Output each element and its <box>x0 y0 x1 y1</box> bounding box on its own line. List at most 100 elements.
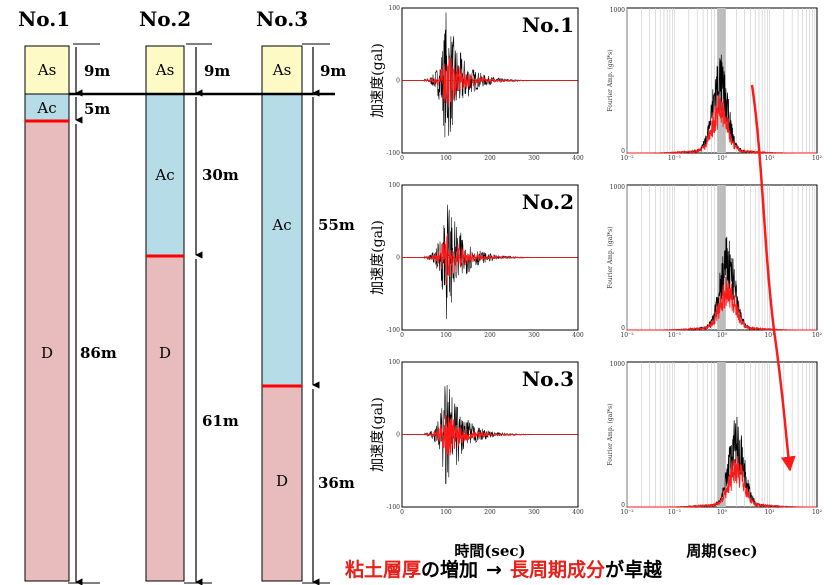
time-xtick-3-1: 100 <box>440 509 452 516</box>
spectrum-ylabel-2: Fourier Amp. (gal*s) <box>607 226 614 288</box>
layer-label-d-no3: D <box>276 472 288 490</box>
acceleration-trace-red-3 <box>402 413 578 456</box>
spectrum-xtick-1-1: 10⁻¹ <box>668 155 681 162</box>
time-xtick-1-0: 0 <box>400 155 404 162</box>
caption-long-period: 長周期成分 <box>510 558 605 581</box>
layer-ac-no3 <box>261 93 303 387</box>
spectrum-xtick-1-0: 10⁻² <box>620 155 634 162</box>
spectrum-trace-red-2 <box>627 276 817 332</box>
time-xtick-1-4: 400 <box>572 155 584 162</box>
time-xtick-2-0: 0 <box>400 332 404 339</box>
time-ylabel-2: 加速度(gal) <box>370 220 386 295</box>
spectrum-ytick-zero-1: 0 <box>621 148 625 155</box>
spectrum-ylabel-3: Fourier Amp. (gal*s) <box>607 403 614 465</box>
spectrum-xtick-2-0: 10⁻² <box>620 332 634 339</box>
plot-number-3: No.3 <box>522 367 574 391</box>
time-xtick-2-1: 100 <box>440 332 452 339</box>
time-ylabel-3: 加速度(gal) <box>370 397 386 472</box>
time-xtick-2-3: 300 <box>528 332 540 339</box>
plot-number-2: No.2 <box>522 190 574 214</box>
layer-d-no3 <box>261 385 303 582</box>
dimension-label-as-no2: 9m <box>204 62 230 80</box>
caption-dominant: が卓越 <box>605 558 663 581</box>
column-title-no1: No.1 <box>18 7 70 31</box>
spectrum-xtick-3-2: 10⁰ <box>717 509 728 516</box>
spectrum-xtick-1-4: 10² <box>812 155 823 162</box>
dimension-label-ac-no3: 55m <box>318 216 355 234</box>
acceleration-trace-red-1 <box>402 57 578 108</box>
time-ytick-1-1: 0 <box>396 78 400 85</box>
soil-column-no1: As Ac D 9m 5m 86m <box>24 43 117 585</box>
spectrum-ytick-top-3: 1000 <box>610 361 625 368</box>
spectrum-xtick-3-0: 10⁻² <box>620 509 634 516</box>
spectrum-xtick-3-1: 10⁻¹ <box>668 509 681 516</box>
spectrum-xtick-2-2: 10⁰ <box>717 332 728 339</box>
acceleration-trace-red-2 <box>402 233 578 286</box>
layer-label-as-no3: As <box>272 61 292 79</box>
time-xtick-2-2: 200 <box>484 332 496 339</box>
plot-row-2: 0 100 200 300 400 1000 -100 加速度(gal) No.2 10⁻² 10⁻… <box>370 182 823 339</box>
layer-label-as-no1: As <box>37 61 57 79</box>
spectrum-ytick-top-2: 1000 <box>610 184 625 191</box>
time-xtick-3-2: 200 <box>484 509 496 516</box>
dimension-label-ac-no1: 5m <box>84 100 110 118</box>
spectrum-xlabel: 周期(sec) <box>686 542 757 560</box>
time-xtick-2-4: 400 <box>572 332 584 339</box>
dimension-label-d-no2: 61m <box>202 412 239 430</box>
time-xtick-1-3: 300 <box>528 155 540 162</box>
dimension-label-as-no1: 9m <box>84 62 110 80</box>
spectrum-band-3 <box>717 362 726 507</box>
caption-increase: の増加 <box>421 558 478 581</box>
layer-label-ac-no1: Ac <box>36 99 56 117</box>
time-xtick-3-4: 400 <box>572 509 584 516</box>
conclusion-caption: 粘土層厚の増加 → 長周期成分が卓越 <box>345 558 663 581</box>
time-xtick-1-1: 100 <box>440 155 452 162</box>
layer-label-d-no1: D <box>41 344 53 362</box>
spectrum-ytick-zero-2: 0 <box>621 325 625 332</box>
spectrum-band-2 <box>717 185 726 330</box>
spectrum-xtick-1-3: 10¹ <box>764 155 774 162</box>
dimension-label-as-no3: 9m <box>320 62 346 80</box>
spectrum-trace-red-1 <box>627 94 817 155</box>
caption-clay-thickness: 粘土層厚 <box>345 559 421 581</box>
time-xlabel: 時間(sec) <box>454 542 525 560</box>
time-ytick-2-2: -100 <box>387 327 401 334</box>
layer-label-ac-no2: Ac <box>154 166 174 184</box>
layer-ac-no2 <box>145 93 185 257</box>
column-title-no2: No.2 <box>139 7 191 31</box>
dimension-label-ac-no2: 30m <box>202 166 239 184</box>
spectrum-xtick-2-3: 10¹ <box>764 332 774 339</box>
plot-number-1: No.1 <box>522 13 574 37</box>
spectrum-xtick-1-2: 10⁰ <box>717 155 728 162</box>
soil-column-no2: As Ac D 9m 30m 61m <box>145 43 239 585</box>
plot-row-1: 0 100 200 300 400 1000 -100 加速度(gal) No.1 10⁻² 10⁻… <box>370 5 823 162</box>
soil-column-no3: As Ac D 9m 55m 36m <box>261 43 355 585</box>
layer-as-no1 <box>24 45 70 95</box>
time-xtick-3-0: 0 <box>400 509 404 516</box>
time-ytick-1-2: -100 <box>387 150 401 157</box>
spectrum-trace-red-3 <box>627 455 817 509</box>
dimension-label-d-no1: 86m <box>80 344 117 362</box>
time-ytick-2-1: 0 <box>396 255 400 262</box>
time-xtick-1-2: 200 <box>484 155 496 162</box>
time-xtick-3-3: 300 <box>528 509 540 516</box>
time-ytick-3-0: 100 <box>389 359 401 366</box>
column-title-no3: No.3 <box>256 7 308 31</box>
spectrum-xtick-2-1: 10⁻¹ <box>668 332 681 339</box>
caption-arrow: → <box>486 559 502 581</box>
spectrum-xtick-3-4: 10² <box>812 509 823 516</box>
layer-label-d-no2: D <box>159 344 171 362</box>
spectrum-xtick-3-3: 10¹ <box>764 509 774 516</box>
time-ytick-3-2: -100 <box>387 504 401 511</box>
layer-d-no2 <box>145 255 185 582</box>
spectrum-ytick-top-1: 1000 <box>610 7 625 14</box>
long-period-trend-arrow <box>750 84 796 472</box>
spectrum-xtick-2-4: 10² <box>812 332 823 339</box>
layer-ac-no1 <box>24 93 70 122</box>
spectrum-ytick-zero-3: 0 <box>621 502 625 509</box>
time-ylabel-1: 加速度(gal) <box>370 43 386 118</box>
layer-label-ac-no3: Ac <box>271 216 291 234</box>
